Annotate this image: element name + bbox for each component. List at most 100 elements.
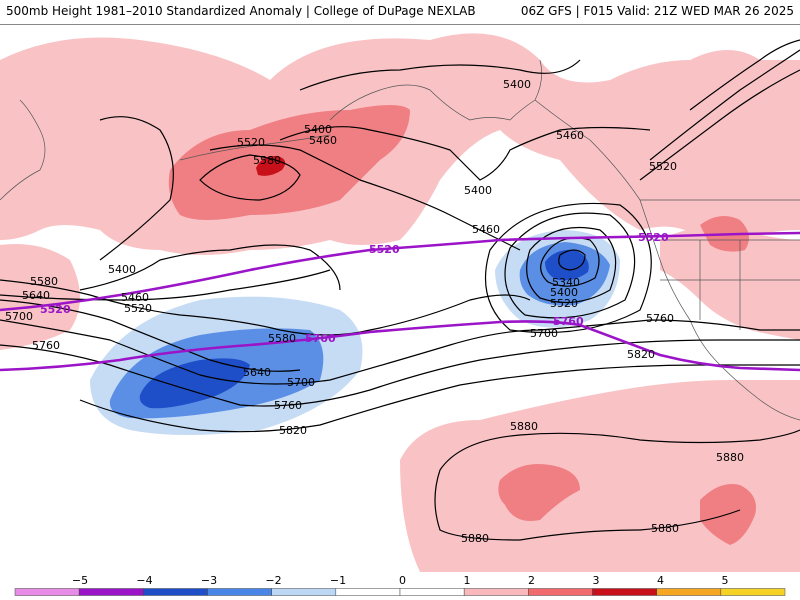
contour-label: 5580 — [30, 275, 58, 288]
asia-east-coast — [0, 99, 46, 201]
contour-label: 5580 — [253, 154, 281, 167]
contour-east-upper-2 — [649, 49, 800, 161]
climatology-labels: 5520 5520 5520 5760 5760 — [40, 231, 669, 345]
climatology-5520-line — [0, 231, 800, 312]
colorbar-segment — [207, 588, 272, 596]
contour-label: 5400 — [108, 263, 136, 276]
contour-5640-west — [0, 299, 301, 372]
pink-anomaly-area-north-pacific — [0, 33, 800, 256]
positive-anomaly-shading — [0, 33, 800, 572]
contour-labels: 5400 5400 5460 5460 5520 5580 5400 5460 … — [5, 78, 744, 545]
salmon-anomaly-area-subtropics-west — [498, 464, 580, 521]
contour-label: 5400 — [304, 123, 332, 136]
contour-5400-west — [99, 116, 174, 261]
contour-5820 — [79, 364, 800, 433]
climatology-lines — [0, 231, 800, 372]
contour-label: 5460 — [556, 129, 584, 142]
colorbar-tick-labels: −5 −4 −3 −2 −1 0 1 2 3 4 5 — [72, 574, 729, 587]
climatology-5760-line — [0, 320, 800, 372]
climatology-label: 5520 — [369, 243, 400, 256]
pink-anomaly-area-subtropics — [400, 380, 800, 572]
colorbar-graphic: −5 −4 −3 −2 −1 0 1 2 3 4 5 — [14, 574, 786, 596]
anomaly-colorbar: −5 −4 −3 −2 −1 0 1 2 3 4 5 — [0, 572, 800, 600]
contour-label: 5340 — [552, 276, 580, 289]
offshore-low-ring-5 — [484, 202, 652, 334]
contour-label: 5520 — [124, 302, 152, 315]
contour-label: 5880 — [461, 532, 489, 545]
climatology-label: 5760 — [305, 332, 336, 345]
colorbar-segments — [14, 588, 786, 596]
contour-east-upper-1 — [639, 69, 800, 181]
contour-5700 — [0, 319, 800, 385]
contour-label: 5460 — [472, 223, 500, 236]
colorbar-tick-label: −1 — [330, 574, 346, 587]
contour-label: 5460 — [121, 291, 149, 304]
climatology-label: 5520 — [638, 231, 669, 244]
contour-label: 5520 — [649, 160, 677, 173]
contour-label: 5700 — [530, 327, 558, 340]
contour-label: 5640 — [22, 289, 50, 302]
colorbar-tick-label: 2 — [528, 574, 535, 587]
colorbar-segment — [335, 588, 401, 596]
colorbar-segment — [656, 588, 722, 596]
colorbar-segment — [528, 588, 593, 596]
contour-label: 5880 — [651, 522, 679, 535]
anomaly-map: 5400 5400 5460 5460 5520 5580 5400 5460 … — [0, 33, 800, 572]
pink-anomaly-area-southwest-us — [660, 226, 800, 340]
north-america-west-coast — [534, 99, 800, 421]
contour-5400-north — [299, 59, 581, 91]
climatology-label: 5520 — [40, 303, 71, 316]
product-title: 500mb Height 1981–2010 Standardized Anom… — [6, 4, 476, 18]
contour-label: 5820 — [279, 424, 307, 437]
dark-blue-anomaly-area-central-pacific — [139, 358, 250, 409]
colorbar-segment — [143, 588, 208, 596]
colorbar-tick-label: 1 — [464, 574, 471, 587]
colorbar-segment — [271, 588, 337, 596]
colorbar-segment — [78, 588, 144, 596]
run-valid-time: 06Z GFS | F015 Valid: 21Z WED MAR 26 202… — [520, 4, 794, 18]
contour-label: 5700 — [287, 376, 315, 389]
colorbar-tick-label: −4 — [136, 574, 152, 587]
us-state-borders — [660, 239, 800, 330]
contour-5760 — [0, 339, 800, 407]
colorbar-tick-label: −2 — [265, 574, 281, 587]
contour-label: 5760 — [274, 399, 302, 412]
contour-label: 5640 — [243, 366, 271, 379]
colorbar-tick-label: 5 — [722, 574, 729, 587]
dark-blue-anomaly-core-offshore-low — [545, 249, 589, 281]
contour-east-upper-3 — [689, 39, 800, 111]
colorbar-segment — [463, 588, 529, 596]
colorbar-tick-label: −5 — [72, 574, 88, 587]
header-bar: 500mb Height 1981–2010 Standardized Anom… — [0, 0, 800, 25]
contour-label: 5760 — [32, 339, 60, 352]
contour-5520-west — [0, 269, 331, 301]
contour-5460-north — [279, 126, 651, 181]
contour-5400-low — [199, 154, 301, 201]
salmon-anomaly-area-gulf-alaska — [168, 105, 410, 220]
height-contours — [0, 39, 800, 541]
contour-label: 5760 — [646, 312, 674, 325]
contour-label: 5880 — [510, 420, 538, 433]
contour-label: 5520 — [550, 297, 578, 310]
contour-label: 5400 — [550, 286, 578, 299]
contour-label: 5580 — [268, 332, 296, 345]
contour-5580-west — [0, 279, 531, 336]
offshore-low-ring-3 — [526, 227, 617, 304]
colorbar-tick-label: 4 — [657, 574, 664, 587]
contour-label: 5460 — [309, 134, 337, 147]
climatology-label: 5760 — [553, 315, 584, 328]
colorbar-tick-label: 0 — [399, 574, 406, 587]
contour-label: 5400 — [464, 184, 492, 197]
contour-label: 5400 — [503, 78, 531, 91]
contour-label: 5520 — [237, 136, 265, 149]
contour-label: 5880 — [716, 451, 744, 464]
contour-5880-south — [434, 429, 800, 541]
colorbar-tick-label: −3 — [201, 574, 217, 587]
colorbar-segment — [14, 588, 80, 596]
contour-label: 5820 — [627, 348, 655, 361]
contour-5520-north — [209, 144, 521, 251]
contour-label: 5700 — [5, 310, 33, 323]
offshore-low-ring-4 — [504, 212, 636, 319]
colorbar-segment — [592, 588, 657, 596]
